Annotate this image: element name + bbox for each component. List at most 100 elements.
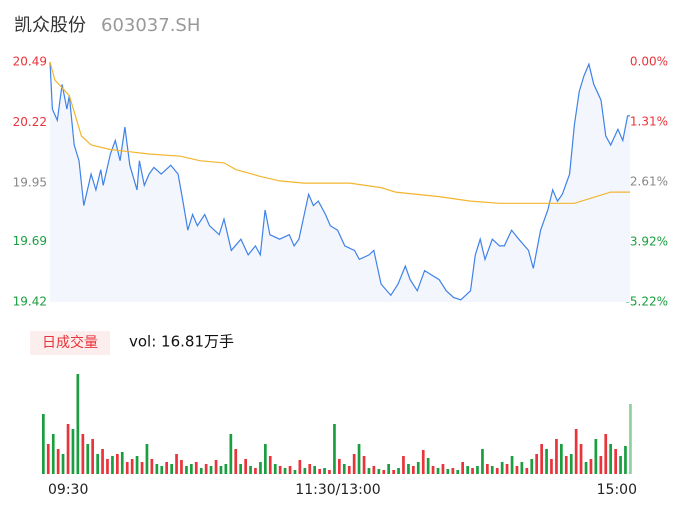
volume-bar (116, 454, 119, 474)
volume-bar (520, 462, 524, 474)
volume-bar (471, 468, 474, 474)
volume-bar (229, 434, 233, 474)
volume-bar (342, 464, 346, 474)
volume-bar (500, 462, 504, 474)
volume-bar (190, 464, 193, 474)
volume-bar (249, 466, 252, 474)
volume-bar (451, 468, 455, 474)
volume-bar (441, 464, 445, 474)
volume-bar (481, 449, 484, 474)
volume-bar (333, 424, 336, 474)
y-tick-label: 19.95 (13, 176, 47, 190)
volume-bar (214, 460, 218, 474)
volume-bar (259, 462, 262, 474)
volume-bar (466, 466, 469, 474)
volume-bar (569, 454, 573, 474)
volume-bar (328, 470, 331, 474)
volume-bar (589, 459, 593, 474)
volume-bar (584, 462, 588, 474)
volume-bar (234, 449, 238, 474)
volume-bar (150, 459, 154, 474)
volume-bar (560, 444, 563, 474)
volume-bar (431, 466, 435, 474)
y2-tick-label: 0.00% (630, 55, 668, 69)
volume-bar (436, 468, 440, 474)
volume-bar (303, 468, 307, 474)
volume-bar (486, 464, 489, 474)
volume-bar (76, 374, 80, 474)
volume-bar (219, 466, 223, 474)
volume-bar (490, 466, 494, 474)
volume-bar (46, 444, 50, 474)
volume-bar (308, 464, 312, 474)
volume-bar (461, 462, 464, 474)
volume-bar (313, 466, 316, 474)
volume-bar (495, 468, 499, 474)
volume-bar (268, 456, 272, 474)
price-line (49, 61, 630, 301)
volume-bar (51, 434, 55, 474)
volume-bar (574, 429, 578, 474)
volume-bar (224, 464, 228, 474)
volume-bar (550, 459, 553, 474)
volume-bar (239, 464, 242, 474)
volume-bar (165, 462, 168, 474)
volume-bar (510, 456, 514, 474)
volume-bar (338, 459, 341, 474)
volume-bar (352, 454, 356, 474)
volume-bar (382, 470, 386, 474)
volume-bar (288, 466, 292, 474)
y-tick-label: 20.22 (13, 115, 47, 129)
volume-bar (194, 462, 198, 474)
volume-bar (323, 468, 326, 474)
x-tick-label: 11:30/13:00 (295, 482, 380, 498)
volume-bar (160, 466, 164, 474)
volume-bar (545, 449, 548, 474)
volume-bar (170, 464, 173, 474)
volume-bar (604, 434, 608, 474)
y-tick-label: 19.42 (13, 295, 47, 309)
volume-bar (61, 454, 65, 474)
volume-bar (599, 456, 603, 474)
price-area (50, 62, 630, 302)
volume-bar (273, 464, 277, 474)
volume-bar (619, 456, 622, 474)
volume-bar (446, 469, 450, 474)
volume-bar (209, 466, 213, 474)
volume-bar (298, 460, 302, 474)
x-tick-label: 09:30 (48, 482, 88, 498)
volume-bar (426, 458, 430, 474)
volume-bar (244, 459, 247, 474)
volume-bar (594, 439, 598, 474)
y-tick-label: 19.69 (13, 234, 47, 248)
volume-bar (416, 462, 420, 474)
volume-bar (387, 464, 390, 474)
volume-bar (372, 466, 376, 474)
volume-bar (564, 456, 568, 474)
volume-bar (66, 424, 70, 474)
y-tick-label: 20.49 (13, 55, 47, 69)
volume-bar (421, 450, 425, 474)
volume-bar (155, 464, 159, 474)
volume-bar (106, 459, 109, 474)
y2-tick-label: -5.22% (626, 295, 668, 309)
volume-bar (515, 466, 519, 474)
volume-bar (579, 444, 583, 474)
volume-bar (456, 470, 460, 474)
volume-bar (175, 454, 178, 474)
volume-bar (293, 470, 297, 474)
volume-bar (347, 466, 351, 474)
volume-bar (505, 464, 509, 474)
stock-code: 603037.SH (101, 15, 200, 36)
volume-bar (555, 439, 558, 474)
volume-bar (130, 459, 134, 474)
volume-bar (318, 469, 321, 474)
volume-bar (278, 466, 282, 474)
volume-bar (101, 449, 104, 474)
volume-bar (357, 444, 361, 474)
volume-bar (180, 460, 183, 474)
volume-bar (614, 449, 617, 474)
volume-bar (91, 439, 94, 474)
stock-name: 凯众股份 (14, 15, 86, 36)
